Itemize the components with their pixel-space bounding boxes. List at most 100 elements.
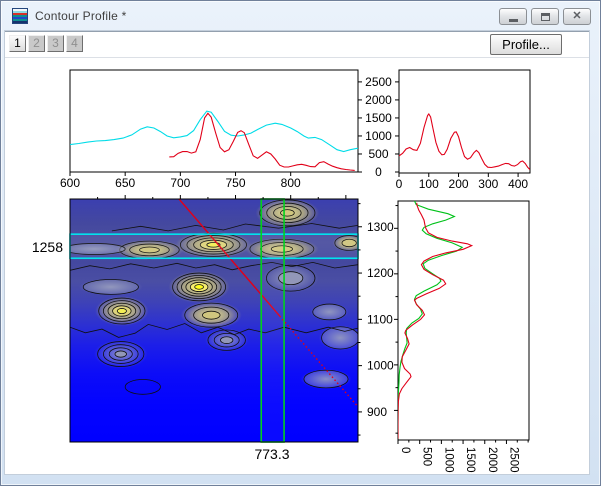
contour-ring xyxy=(213,332,240,348)
profile-button[interactable]: Profile... xyxy=(490,34,562,55)
contour-ring xyxy=(97,341,145,367)
contour-y-tick-label: 1100 xyxy=(367,312,393,326)
right-profile-x-tick-label: 2500 xyxy=(507,447,519,473)
top-profile-x-tick-label: 800 xyxy=(281,176,301,190)
vertical-profile-band[interactable] xyxy=(260,198,285,443)
shared-y-tick-label: 1500 xyxy=(365,111,392,125)
horizontal-band-value-label: 1258 xyxy=(31,239,63,255)
top-right-x-tick-label: 0 xyxy=(396,177,403,191)
contour-ring xyxy=(186,235,241,255)
contour-ring xyxy=(266,264,316,292)
right-profile-x-tick-label: 500 xyxy=(421,447,433,466)
contour-ring xyxy=(207,329,246,351)
contour-peak-glow xyxy=(310,302,349,321)
right-profile-frame xyxy=(397,200,530,441)
contour-y-tick-label: 900 xyxy=(367,405,387,419)
contour-ring xyxy=(194,284,204,290)
contour-iso-line xyxy=(111,223,358,232)
minimize-button[interactable] xyxy=(499,8,527,25)
contour-ring xyxy=(114,350,127,358)
contour-ring xyxy=(303,369,349,389)
contour-ring xyxy=(341,238,357,248)
contour-ring xyxy=(334,235,358,251)
restore-button[interactable] xyxy=(531,8,559,25)
top-right-profile-content xyxy=(399,113,530,171)
contour-ring xyxy=(82,279,139,295)
pane-tab-4[interactable]: 4 xyxy=(66,35,83,52)
contour-ring xyxy=(202,310,221,320)
contour-ring xyxy=(102,300,141,322)
pane-tab-3[interactable]: 3 xyxy=(47,35,64,52)
top-profile-frame xyxy=(69,69,359,173)
contour-ring xyxy=(98,297,146,325)
horizontal-band-profile-curve xyxy=(70,110,358,153)
right-profile-x-tick-label: 1500 xyxy=(464,447,476,473)
close-button[interactable]: ✕ xyxy=(563,8,591,25)
right-profile-x-tick-label: 0 xyxy=(399,447,411,453)
top-right-x-tick-label: 300 xyxy=(478,177,498,191)
top-right-x-tick-label: 200 xyxy=(449,177,469,191)
contour-ring xyxy=(193,306,230,324)
contour-ring xyxy=(116,308,127,315)
contour-ring xyxy=(312,303,347,321)
diagonal-line-profile-curve xyxy=(169,112,355,171)
right-profile-content xyxy=(398,201,474,439)
titlebar[interactable]: Contour Profile * ✕ xyxy=(1,1,600,31)
top-profile-x-tick-label: 700 xyxy=(170,176,190,190)
contour-ring xyxy=(259,199,316,227)
top-right-profile-frame xyxy=(398,69,531,174)
pane-tab-2[interactable]: 2 xyxy=(28,35,45,52)
right-profile-x-tick-label: 2000 xyxy=(486,447,498,473)
shared-y-tick-label: 2500 xyxy=(365,75,392,89)
shared-y-tick-label: 2000 xyxy=(365,93,392,107)
contour-peak-glow xyxy=(70,242,130,256)
contour-ring xyxy=(193,237,234,253)
vertical-band-profile-curve xyxy=(398,201,464,439)
contour-ring xyxy=(184,302,239,328)
minimize-icon xyxy=(508,18,518,22)
contour-ring xyxy=(108,347,133,361)
top-right-x-tick-label: 100 xyxy=(419,177,439,191)
pane-tab-1[interactable]: 1 xyxy=(9,35,26,52)
contour-ring xyxy=(124,379,161,395)
contour-ring xyxy=(179,232,247,257)
shared-y-tick-label: 1000 xyxy=(365,129,392,143)
close-icon: ✕ xyxy=(572,10,582,22)
shared-y-tick-label: 0 xyxy=(375,165,382,179)
contour-ring xyxy=(321,326,358,350)
pane-tab-strip: 1 2 3 4 xyxy=(9,35,83,52)
contour-y-tick-label: 1300 xyxy=(367,220,394,234)
shared-y-tick-label: 500 xyxy=(368,147,388,161)
contour-ring xyxy=(70,243,126,255)
graph-window-icon xyxy=(12,8,28,24)
top-profile-x-tick-label: 650 xyxy=(115,176,135,190)
diagonal-line-profile-vertical-curve xyxy=(398,202,474,439)
contour-map-content xyxy=(70,199,358,408)
contour-ring xyxy=(172,272,226,302)
contour-peak-glow xyxy=(79,278,143,296)
contour-ring xyxy=(273,206,302,220)
contour-ring xyxy=(266,202,309,224)
contour-ring xyxy=(107,302,137,320)
contour-ring xyxy=(102,344,139,364)
top-profile-x-tick-label: 750 xyxy=(226,176,246,190)
contour-ring xyxy=(185,279,213,295)
vertical-band-value-label: 773.3 xyxy=(254,446,290,462)
contour-iso-line xyxy=(70,261,358,271)
top-profile-content xyxy=(70,110,358,171)
window-title: Contour Profile * xyxy=(35,9,127,23)
horizontal-profile-band[interactable] xyxy=(69,233,359,260)
top-right-x-tick-label: 400 xyxy=(508,177,528,191)
contour-map-frame xyxy=(69,198,359,443)
contour-ring xyxy=(181,277,218,297)
right-profile-x-tick-label: 1000 xyxy=(442,447,454,473)
contour-peak-glow xyxy=(300,368,352,390)
toolbar-separator xyxy=(5,57,589,58)
contour-ring xyxy=(176,274,222,299)
contour-ring xyxy=(220,336,234,344)
contour-peak-glow xyxy=(318,325,358,351)
contour-ring xyxy=(129,243,170,257)
contour-ring xyxy=(270,245,293,253)
